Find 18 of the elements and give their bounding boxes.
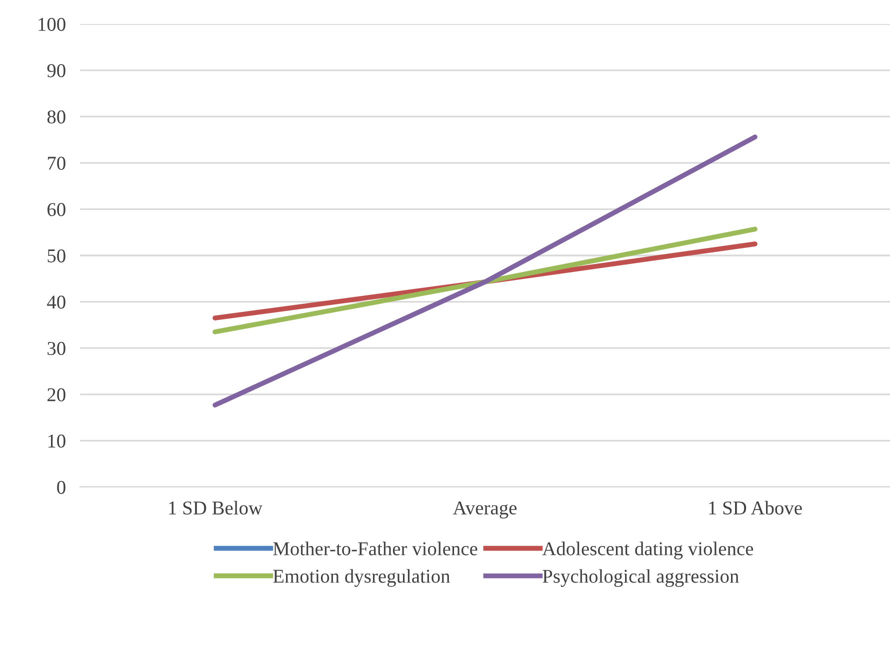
legend-label: Adolescent dating violence xyxy=(542,542,754,560)
y-tick-label: 0 xyxy=(57,480,66,494)
y-tick-label: 10 xyxy=(48,434,66,448)
y-tick-label: 90 xyxy=(47,64,66,78)
y-tick-label: 50 xyxy=(48,249,66,262)
legend-label: Psychological aggression xyxy=(542,569,739,587)
legend-label: Mother-to-Father violence xyxy=(273,542,478,556)
x-tick-label: 1 SD Above xyxy=(709,500,802,515)
y-tick-label: 60 xyxy=(48,203,66,216)
y-tick-label: 20 xyxy=(48,388,66,402)
x-tick-label: Average xyxy=(452,501,517,519)
y-tick-label: 70 xyxy=(48,156,66,170)
legend-label: Emotion dysregulation xyxy=(273,569,450,587)
y-tick-label: 40 xyxy=(47,296,66,309)
y-tick-label: 80 xyxy=(47,110,66,124)
y-tick-label: 30 xyxy=(48,342,66,356)
y-tick-label: 100 xyxy=(38,18,66,31)
x-tick-label: 1 SD Below xyxy=(169,500,262,515)
